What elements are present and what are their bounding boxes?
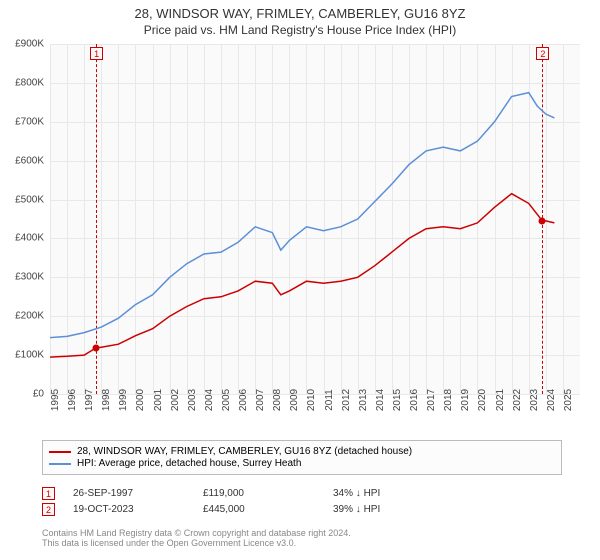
y-tick-label: £800K xyxy=(15,77,44,88)
footnote: Contains HM Land Registry data © Crown c… xyxy=(42,528,351,548)
legend: 28, WINDSOR WAY, FRIMLEY, CAMBERLEY, GU1… xyxy=(42,440,562,475)
marker-dot xyxy=(539,217,546,224)
row-delta: 39% ↓ HPI xyxy=(333,504,463,515)
chart-lines xyxy=(50,44,580,394)
title-main: 28, WINDSOR WAY, FRIMLEY, CAMBERLEY, GU1… xyxy=(0,6,600,21)
row-date: 26-SEP-1997 xyxy=(73,488,203,499)
footnote-line: This data is licensed under the Open Gov… xyxy=(42,538,351,548)
row-date: 19-OCT-2023 xyxy=(73,504,203,515)
y-tick-label: £400K xyxy=(15,233,44,244)
row-marker: 2 xyxy=(42,503,55,516)
y-tick-label: £500K xyxy=(15,194,44,205)
row-delta: 34% ↓ HPI xyxy=(333,488,463,499)
row-marker: 1 xyxy=(42,487,55,500)
footnote-line: Contains HM Land Registry data © Crown c… xyxy=(42,528,351,538)
series-hpi xyxy=(50,93,554,338)
y-tick-label: £0 xyxy=(33,389,44,400)
legend-label: 28, WINDSOR WAY, FRIMLEY, CAMBERLEY, GU1… xyxy=(77,446,412,457)
y-tick-label: £900K xyxy=(15,39,44,50)
legend-item: 28, WINDSOR WAY, FRIMLEY, CAMBERLEY, GU1… xyxy=(49,446,555,457)
table-row: 2 19-OCT-2023 £445,000 39% ↓ HPI xyxy=(42,503,463,516)
series-property xyxy=(50,194,554,357)
row-price: £119,000 xyxy=(203,488,333,499)
legend-item: HPI: Average price, detached house, Surr… xyxy=(49,458,555,469)
y-tick-label: £200K xyxy=(15,311,44,322)
title-sub: Price paid vs. HM Land Registry's House … xyxy=(0,23,600,37)
y-tick-label: £300K xyxy=(15,272,44,283)
marker-dot xyxy=(93,344,100,351)
legend-swatch xyxy=(49,451,71,453)
chart-container: 28, WINDSOR WAY, FRIMLEY, CAMBERLEY, GU1… xyxy=(0,0,600,560)
legend-label: HPI: Average price, detached house, Surr… xyxy=(77,458,301,469)
chart-area: £0£100K£200K£300K£400K£500K£600K£700K£80… xyxy=(50,44,580,394)
row-price: £445,000 xyxy=(203,504,333,515)
y-tick-label: £700K xyxy=(15,116,44,127)
legend-swatch xyxy=(49,463,71,465)
y-tick-label: £100K xyxy=(15,350,44,361)
y-tick-label: £600K xyxy=(15,155,44,166)
table-row: 1 26-SEP-1997 £119,000 34% ↓ HPI xyxy=(42,487,463,500)
title-block: 28, WINDSOR WAY, FRIMLEY, CAMBERLEY, GU1… xyxy=(0,0,600,37)
sale-table: 1 26-SEP-1997 £119,000 34% ↓ HPI 2 19-OC… xyxy=(42,484,463,519)
